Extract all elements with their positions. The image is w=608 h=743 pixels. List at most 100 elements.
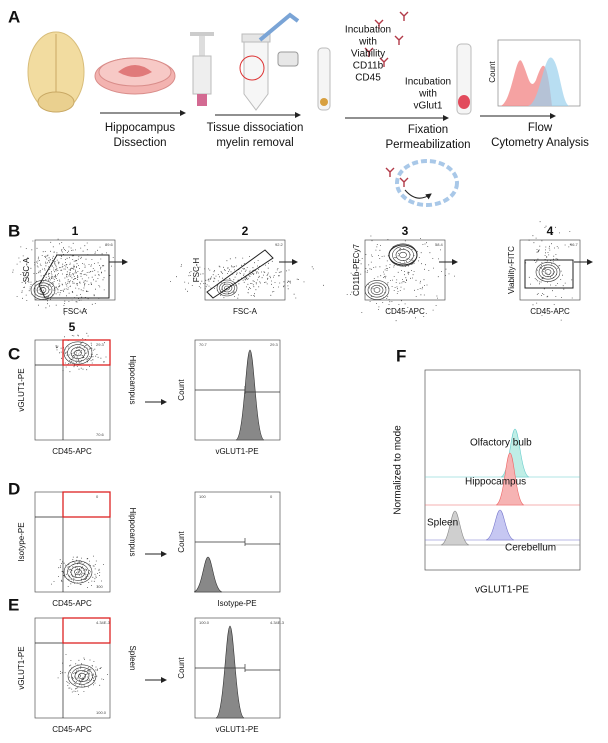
gate-value: 29.3 <box>96 342 105 347</box>
step-label: Hippocampus <box>105 122 176 134</box>
contour <box>67 563 89 581</box>
x-axis-label: FSC-A <box>63 307 88 316</box>
y-axis-label: CD11b-PECy7 <box>352 244 361 296</box>
x-axis-label: vGLUT1-PE <box>215 447 258 456</box>
histogram <box>440 510 470 546</box>
y-axis-label: SSC-A <box>22 257 31 282</box>
y-axis-label: Normalized to mode <box>393 425 404 515</box>
contour <box>63 341 93 365</box>
contour <box>395 249 411 261</box>
plot-frame <box>204 239 286 301</box>
y-axis-label: Isotype-PE <box>17 522 26 561</box>
contour <box>216 279 238 297</box>
contour <box>74 670 90 682</box>
panel-label: B <box>8 221 20 240</box>
step-label: with <box>358 37 377 48</box>
contour <box>221 283 233 293</box>
gate-value: 4.34E-3 <box>96 620 111 625</box>
contour <box>78 672 86 680</box>
panel-label: C <box>8 344 20 363</box>
contour <box>364 280 390 300</box>
panel-label: A <box>8 7 20 26</box>
contour <box>39 287 47 293</box>
events <box>170 256 324 299</box>
track-label: Cerebellum <box>505 543 556 554</box>
y-axis-label: Count <box>177 531 186 553</box>
y-axis-label: vGLUT1-PE <box>17 368 26 411</box>
gate <box>388 244 418 266</box>
contour <box>367 282 387 298</box>
step-label: Viability <box>351 49 385 60</box>
gate-value: 70.7 <box>199 342 208 347</box>
x-axis-label: CD45-APC <box>52 725 92 734</box>
step-label: with <box>418 89 437 100</box>
gate <box>62 617 111 644</box>
gate-bar <box>195 664 280 672</box>
step-label: CD11b <box>353 61 384 72</box>
histogram <box>235 349 265 441</box>
x-axis-label: CD45-APC <box>530 307 570 316</box>
gate-value: 58.4 <box>435 242 444 247</box>
step-label: Flow <box>528 122 553 134</box>
gate <box>524 259 574 289</box>
x-axis-label: FSC-A <box>233 307 258 316</box>
track-label: Hippocampus <box>465 477 526 488</box>
contour <box>71 667 93 685</box>
contour <box>399 251 407 259</box>
contour <box>67 664 97 688</box>
histogram <box>215 625 245 719</box>
hist-axis-label: Count <box>488 61 497 83</box>
contour <box>544 269 552 275</box>
step-label: CD45 <box>355 73 381 84</box>
x-axis-label: CD45-APC <box>52 447 92 456</box>
step-label: Cytometry Analysis <box>491 137 589 149</box>
contour <box>392 246 414 264</box>
plot-number: 5 <box>69 320 76 334</box>
y-axis-label: Viability-FITC <box>507 246 516 294</box>
gate <box>206 249 274 299</box>
contour <box>70 347 86 359</box>
gate <box>38 254 110 299</box>
contour <box>538 264 558 280</box>
gate-value: 96.7 <box>570 242 579 247</box>
gate-bar <box>195 386 280 394</box>
y-axis-label: FSC-H <box>192 258 201 283</box>
contour <box>541 266 555 278</box>
step-label: Incubation <box>345 25 391 36</box>
x-axis-label: vGLUT1-PE <box>475 585 529 596</box>
y-axis-label: vGLUT1-PE <box>17 646 26 689</box>
gate-value: 100.0 <box>96 710 107 715</box>
histogram <box>495 452 525 506</box>
plot-number: 2 <box>242 224 249 238</box>
schematic <box>27 11 581 207</box>
x-axis-label: Isotype-PE <box>217 599 256 608</box>
gate-value: 70.6 <box>96 432 105 437</box>
gate-value: 100 <box>199 494 206 499</box>
tissue-label: Hippocampus <box>128 356 137 405</box>
track-label: Spleen <box>427 518 458 529</box>
y-axis-label: Count <box>177 657 186 679</box>
step-label: myelin removal <box>216 137 293 149</box>
gate-value: 0 <box>96 494 99 499</box>
track-label: Olfactory bulb <box>470 438 532 449</box>
gate-value: 4.34E-3 <box>270 620 285 625</box>
contour <box>373 287 381 293</box>
tissue-label: Spleen <box>128 646 137 671</box>
gate-value: 89.6 <box>105 242 114 247</box>
plot-frame <box>34 239 116 301</box>
contour <box>370 284 384 296</box>
gate-value: 100.0 <box>199 620 210 625</box>
contour <box>67 344 89 362</box>
step-label: Incubation <box>405 77 451 88</box>
step-label: Dissection <box>113 137 166 149</box>
plot-number: 3 <box>402 224 409 238</box>
panel-label: E <box>8 595 19 614</box>
events <box>12 238 114 316</box>
step-label: Permeabilization <box>385 139 470 151</box>
panel-label: D <box>8 479 20 498</box>
contour <box>74 349 82 357</box>
gate-value: 29.3 <box>270 342 279 347</box>
histogram <box>485 509 515 541</box>
gate <box>62 339 111 366</box>
